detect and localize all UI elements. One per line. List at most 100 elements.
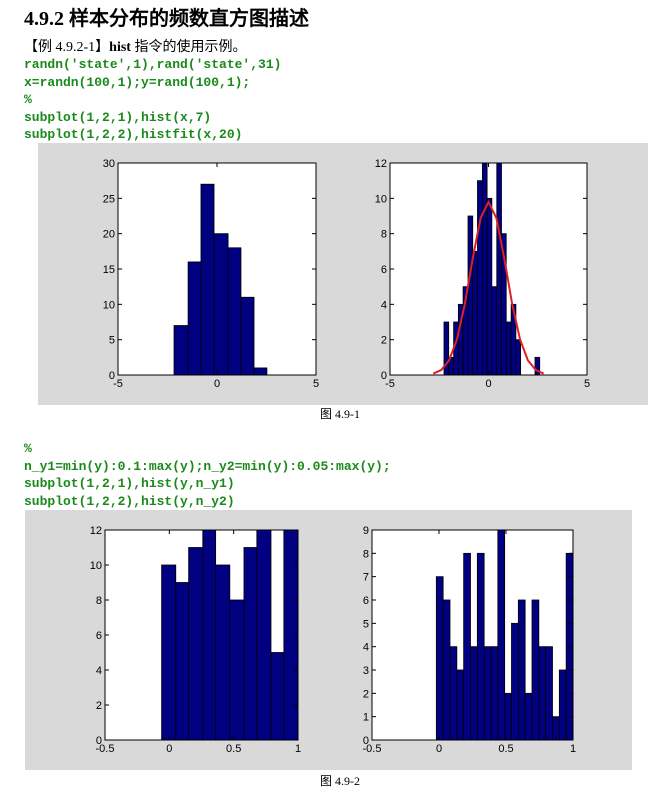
x-tick-label: 1 [570,743,576,755]
bar [545,646,553,741]
x-tick-label: -0.5 [96,743,115,755]
code-line: subplot(1,2,1),hist(x,7) [24,109,212,125]
bar [483,646,492,741]
bar [496,162,502,376]
bar [463,552,471,741]
bar [490,646,499,741]
example-text: 指令的使用示例。 [134,40,247,55]
bar [470,646,478,741]
y-tick-label: 4 [363,642,369,654]
x-tick-label: -5 [385,378,395,390]
y-tick-label: 0 [381,370,387,382]
y-tick-label: 5 [109,335,115,347]
bar [524,692,533,741]
x-tick-label: 0.5 [226,743,241,755]
y-tick-label: 3 [363,665,369,677]
plot-frame [371,529,574,741]
bar [240,296,255,376]
caption: 图 4.9-1 [320,407,360,421]
bar [491,286,498,376]
bar [456,669,465,741]
y-tick-label: 2 [363,688,369,700]
x-tick-label: -0.5 [363,743,382,755]
code-line: n_y1=min(y):0.1:max(y);n_y2=min(y):0.05:… [24,458,391,474]
y-tick-label: 5 [363,618,369,630]
x-tick-label: 0.5 [498,743,513,755]
bar [243,547,258,741]
x-tick-label: 5 [313,378,319,390]
bar [215,564,231,741]
x-tick-label: 0 [214,378,220,390]
bar [449,646,458,741]
bar [531,599,540,741]
y-tick-label: 6 [96,630,102,642]
bar [202,529,217,741]
code-line: randn('state',1),rand('state',31) [24,57,282,72]
y-tick-label: 10 [375,193,387,205]
y-tick-label: 7 [363,572,369,584]
y-tick-label: 2 [381,335,387,347]
x-tick-label: 1 [295,743,301,755]
x-tick-label: 0 [485,378,491,390]
bar [476,552,485,741]
bar [558,669,567,741]
bar [511,622,519,741]
x-tick-label: 0 [436,743,442,755]
bar [229,599,245,741]
y-tick-label: 8 [381,229,387,241]
bar [435,576,444,741]
bar [497,529,506,741]
bar [270,652,285,741]
bar [187,261,202,376]
bar [213,233,229,376]
example-label: 【例 4.9.2-1】 [24,40,110,55]
x-tick-label: 0 [166,743,172,755]
bar [175,582,190,741]
code-line: subplot(1,2,1),hist(y,n_y1) [24,476,235,491]
code-line: % [24,441,32,456]
y-tick-label: 15 [103,264,115,276]
code-block: % n_y1=min(y):0.1:max(y);n_y2=min(y):0.05… [24,440,391,510]
bar [504,692,512,741]
y-tick-label: 10 [103,299,115,311]
y-tick-label: 4 [96,665,102,677]
bar [256,529,272,741]
bar [467,215,474,376]
bar [253,367,268,376]
fit-curve [432,199,545,375]
y-tick-label: 30 [103,158,115,170]
bar [515,339,522,376]
bar [200,183,215,376]
bar [472,250,478,376]
y-tick-label: 0 [363,735,369,747]
y-tick-label: 2 [96,700,102,712]
bar [477,180,483,376]
example-cmd: hist [109,40,131,55]
heading: 4.9.2 样本分布的频数直方图描述 [24,8,309,30]
y-tick-label: 9 [363,525,369,537]
y-tick-label: 0 [109,370,115,382]
code-block: randn('state',1),rand('state',31) x=randn… [24,56,281,144]
bar [188,547,204,741]
x-tick-label: 5 [584,378,590,390]
bar [481,162,488,376]
y-tick-label: 20 [103,229,115,241]
y-tick-label: 10 [90,560,102,572]
bar [505,321,512,376]
bar [486,197,493,376]
example: 【例 4.9.2-1】hist 指令的使用示例。 [24,36,246,56]
bar [173,325,189,376]
y-tick-label: 4 [381,299,387,311]
bar [442,599,451,741]
x-tick-label: -5 [113,378,123,390]
y-tick-label: 6 [363,595,369,607]
code-line: subplot(1,2,2),hist(y,n_y2) [24,493,235,509]
bar [517,599,526,741]
y-tick-label: 0 [96,735,102,747]
y-tick-label: 25 [103,193,115,205]
y-tick-label: 8 [96,595,102,607]
code-line: x=randn(100,1);y=rand(100,1); [24,74,251,90]
bar [552,716,560,741]
y-tick-label: 1 [363,712,369,724]
